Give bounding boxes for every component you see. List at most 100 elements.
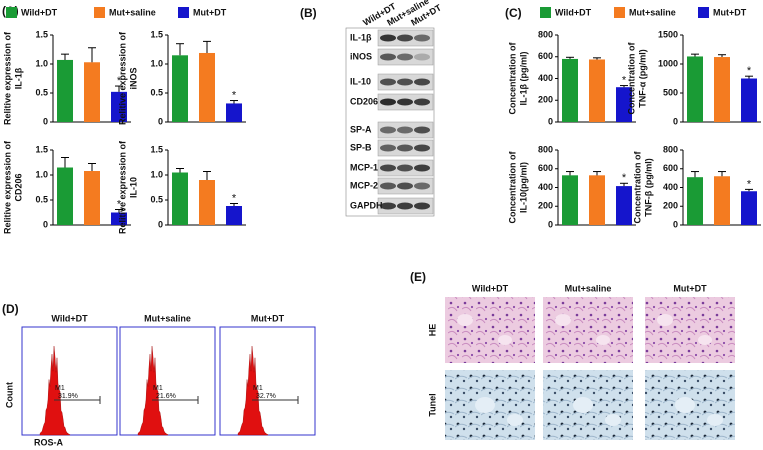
y-tick-label: 400 — [538, 182, 553, 192]
blot-band — [414, 53, 430, 61]
alveolus — [657, 314, 673, 326]
y-tick-label: 0.5 — [35, 194, 48, 204]
blot-band — [397, 182, 413, 190]
y-tick-label: 0 — [548, 116, 553, 126]
flow-title: Mut+saline — [144, 313, 191, 323]
y-tick-label: 0 — [158, 219, 163, 229]
y-tick-label: 0 — [548, 219, 553, 229]
y-axis-label: iNOS — [128, 67, 138, 89]
alveolus — [573, 397, 593, 413]
stain-label: HE — [427, 324, 437, 337]
alveolus — [498, 335, 512, 345]
gate-label: M1 — [253, 385, 263, 392]
y-tick-label: 1.5 — [35, 29, 48, 39]
flow-histogram — [137, 346, 169, 436]
significance-mark: * — [747, 178, 752, 190]
blot-band — [397, 98, 413, 106]
bar — [172, 172, 188, 225]
y-tick-label: 800 — [663, 144, 678, 154]
blot-band — [414, 144, 430, 152]
bar — [111, 212, 127, 225]
y-tick-label: 0 — [43, 219, 48, 229]
bar — [172, 55, 188, 122]
blot-band — [414, 202, 430, 210]
legend-label: Mut+DT — [713, 7, 747, 17]
y-axis-label: IL-1β (pg/ml) — [518, 52, 528, 106]
significance-mark: * — [232, 192, 237, 204]
legend-label: Mut+saline — [109, 7, 156, 17]
y-tick-label: 600 — [538, 51, 553, 61]
alveolus — [507, 414, 523, 426]
band-label: MCP-2 — [350, 180, 378, 190]
blot-band — [397, 53, 413, 61]
he-image — [543, 297, 633, 363]
y-tick-label: 1.5 — [35, 144, 48, 154]
alveolus — [457, 314, 473, 326]
y-tick-label: 800 — [538, 29, 553, 39]
y-axis-label: Relitive expression of — [2, 31, 12, 125]
y-axis-label: Concentration of — [632, 151, 642, 224]
alveolus — [707, 414, 723, 426]
legend-label: Mut+DT — [193, 7, 227, 17]
gate-percentage: 31.9% — [58, 393, 78, 400]
blot-band — [414, 126, 430, 134]
y-axis-label: IL-1β — [13, 67, 23, 89]
y-axis-label: Concentration of — [507, 151, 517, 224]
y-tick-label: 1.5 — [150, 144, 163, 154]
y-tick-label: 200 — [538, 95, 553, 105]
y-axis-label: Relitive expression of — [117, 31, 127, 125]
gate-label: M1 — [55, 385, 65, 392]
blot-band — [397, 78, 413, 86]
gate-percentage: 21.6% — [156, 393, 176, 400]
flow-frame — [119, 326, 216, 436]
alveolus — [675, 397, 695, 413]
y-tick-label: 1500 — [658, 29, 678, 39]
significance-mark: * — [747, 65, 752, 77]
blot-frame — [345, 27, 435, 217]
legend-swatch — [178, 7, 189, 18]
alveolus — [605, 414, 621, 426]
panel-label: (D) — [2, 302, 19, 316]
bar — [226, 103, 242, 122]
flow-frame — [219, 326, 316, 436]
flow-frame — [21, 326, 118, 436]
legend-swatch — [6, 7, 17, 18]
panel-label: (C) — [505, 6, 522, 20]
flow-y-label: Count — [4, 382, 14, 408]
y-axis-label: Concentration of — [626, 42, 636, 115]
flow-histogram — [39, 346, 71, 436]
band-label: GAPDH — [350, 200, 383, 210]
stain-label: Tunel — [427, 393, 437, 416]
y-tick-label: 400 — [663, 182, 678, 192]
bar — [589, 175, 605, 225]
blot-band — [380, 53, 396, 61]
y-axis-label: TNF-β (pg/ml) — [643, 158, 653, 216]
y-tick-label: 1.0 — [150, 58, 163, 68]
significance-mark: * — [117, 198, 122, 210]
bar — [741, 191, 757, 225]
legend-swatch — [94, 7, 105, 18]
bar — [226, 206, 242, 225]
alveolus — [555, 314, 571, 326]
blot-band — [380, 78, 396, 86]
histology-title: Mut+DT — [673, 283, 707, 293]
y-tick-label: 400 — [538, 73, 553, 83]
legend-label: Wild+DT — [21, 7, 58, 17]
gate-percentage: 32.7% — [256, 393, 276, 400]
bar — [616, 87, 632, 122]
blot-band — [380, 164, 396, 172]
legend-label: Wild+DT — [555, 7, 592, 17]
bar — [57, 167, 73, 225]
y-axis-label: Relitive expression of — [2, 140, 12, 234]
flow-title: Mut+DT — [251, 313, 285, 323]
blot-band — [380, 126, 396, 134]
legend-swatch — [698, 7, 709, 18]
y-tick-label: 0 — [43, 116, 48, 126]
band-label: IL-10 — [350, 76, 371, 86]
y-tick-label: 200 — [538, 201, 553, 211]
flow-title: Wild+DT — [51, 313, 88, 323]
y-tick-label: 1.0 — [150, 169, 163, 179]
significance-mark: * — [622, 74, 627, 86]
he-image — [445, 297, 535, 363]
